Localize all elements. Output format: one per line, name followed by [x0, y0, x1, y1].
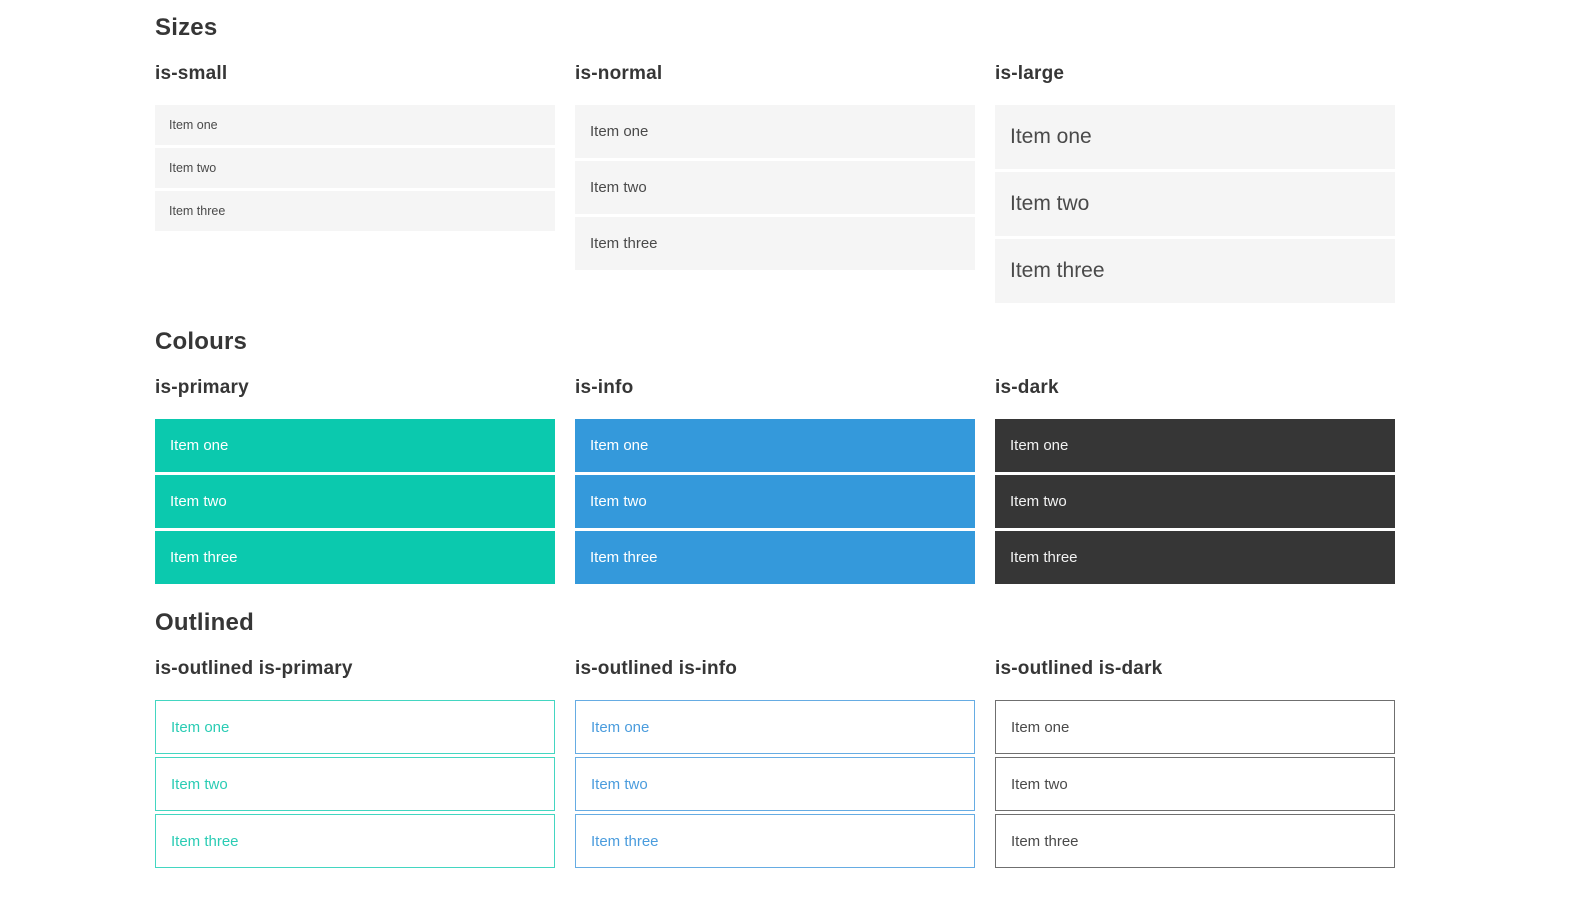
- sizes-columns: is-small Item one Item two Item three is…: [155, 63, 1396, 303]
- section-title: Sizes: [155, 14, 218, 41]
- list-is-large: Item one Item two Item three: [995, 105, 1395, 303]
- column-is-dark: is-dark Item one Item two Item three: [995, 377, 1395, 584]
- list-item[interactable]: Item three: [155, 531, 555, 584]
- list-is-small: Item one Item two Item three: [155, 105, 555, 231]
- column-heading: is-info: [575, 377, 634, 398]
- column-heading: is-large: [995, 63, 1065, 84]
- list-item[interactable]: Item two: [575, 757, 975, 811]
- list-item[interactable]: Item two: [995, 475, 1395, 528]
- list-is-dark: Item one Item two Item three: [995, 419, 1395, 584]
- section-sizes: Sizes is-small Item one Item two Item th…: [155, 14, 1396, 303]
- column-is-outlined-is-info: is-outlined is-info Item one Item two It…: [575, 658, 975, 868]
- column-is-outlined-is-dark: is-outlined is-dark Item one Item two It…: [995, 658, 1395, 868]
- column-heading: is-normal: [575, 63, 663, 84]
- list-item[interactable]: Item two: [155, 475, 555, 528]
- column-is-primary: is-primary Item one Item two Item three: [155, 377, 555, 584]
- list-item[interactable]: Item three: [995, 531, 1395, 584]
- column-is-outlined-is-primary: is-outlined is-primary Item one Item two…: [155, 658, 555, 868]
- list-item[interactable]: Item three: [155, 814, 555, 868]
- list-item[interactable]: Item three: [995, 239, 1395, 303]
- column-heading: is-outlined is-dark: [995, 658, 1163, 679]
- list-item[interactable]: Item one: [995, 105, 1395, 169]
- list-item[interactable]: Item one: [155, 419, 555, 472]
- list-item[interactable]: Item one: [155, 105, 555, 145]
- list-item[interactable]: Item three: [575, 531, 975, 584]
- colours-columns: is-primary Item one Item two Item three …: [155, 377, 1396, 584]
- column-heading: is-outlined is-info: [575, 658, 738, 679]
- outlined-columns: is-outlined is-primary Item one Item two…: [155, 658, 1396, 868]
- list-item[interactable]: Item one: [995, 419, 1395, 472]
- list-item[interactable]: Item one: [995, 700, 1395, 754]
- list-item[interactable]: Item two: [575, 475, 975, 528]
- list-item[interactable]: Item two: [155, 757, 555, 811]
- list-item[interactable]: Item two: [575, 161, 975, 214]
- list-item[interactable]: Item two: [155, 148, 555, 188]
- list-item[interactable]: Item one: [575, 700, 975, 754]
- list-is-outlined-is-primary: Item one Item two Item three: [155, 700, 555, 868]
- list-is-info: Item one Item two Item three: [575, 419, 975, 584]
- list-item[interactable]: Item one: [575, 419, 975, 472]
- column-heading: is-small: [155, 63, 228, 84]
- list-item[interactable]: Item two: [995, 172, 1395, 236]
- section-colours: Colours is-primary Item one Item two Ite…: [155, 328, 1396, 584]
- section-outlined: Outlined is-outlined is-primary Item one…: [155, 609, 1396, 868]
- list-item[interactable]: Item three: [995, 814, 1395, 868]
- list-item[interactable]: Item three: [575, 217, 975, 270]
- list-item[interactable]: Item two: [995, 757, 1395, 811]
- column-is-small: is-small Item one Item two Item three: [155, 63, 555, 231]
- list-item[interactable]: Item three: [575, 814, 975, 868]
- column-is-normal: is-normal Item one Item two Item three: [575, 63, 975, 270]
- list-item[interactable]: Item one: [155, 700, 555, 754]
- column-is-info: is-info Item one Item two Item three: [575, 377, 975, 584]
- column-heading: is-primary: [155, 377, 249, 398]
- section-title: Outlined: [155, 609, 254, 636]
- section-title: Colours: [155, 328, 248, 355]
- list-is-primary: Item one Item two Item three: [155, 419, 555, 584]
- list-is-outlined-is-info: Item one Item two Item three: [575, 700, 975, 868]
- list-item[interactable]: Item three: [155, 191, 555, 231]
- list-is-outlined-is-dark: Item one Item two Item three: [995, 700, 1395, 868]
- list-is-normal: Item one Item two Item three: [575, 105, 975, 270]
- list-item[interactable]: Item one: [575, 105, 975, 158]
- column-heading: is-dark: [995, 377, 1059, 398]
- column-heading: is-outlined is-primary: [155, 658, 353, 679]
- column-is-large: is-large Item one Item two Item three: [995, 63, 1395, 303]
